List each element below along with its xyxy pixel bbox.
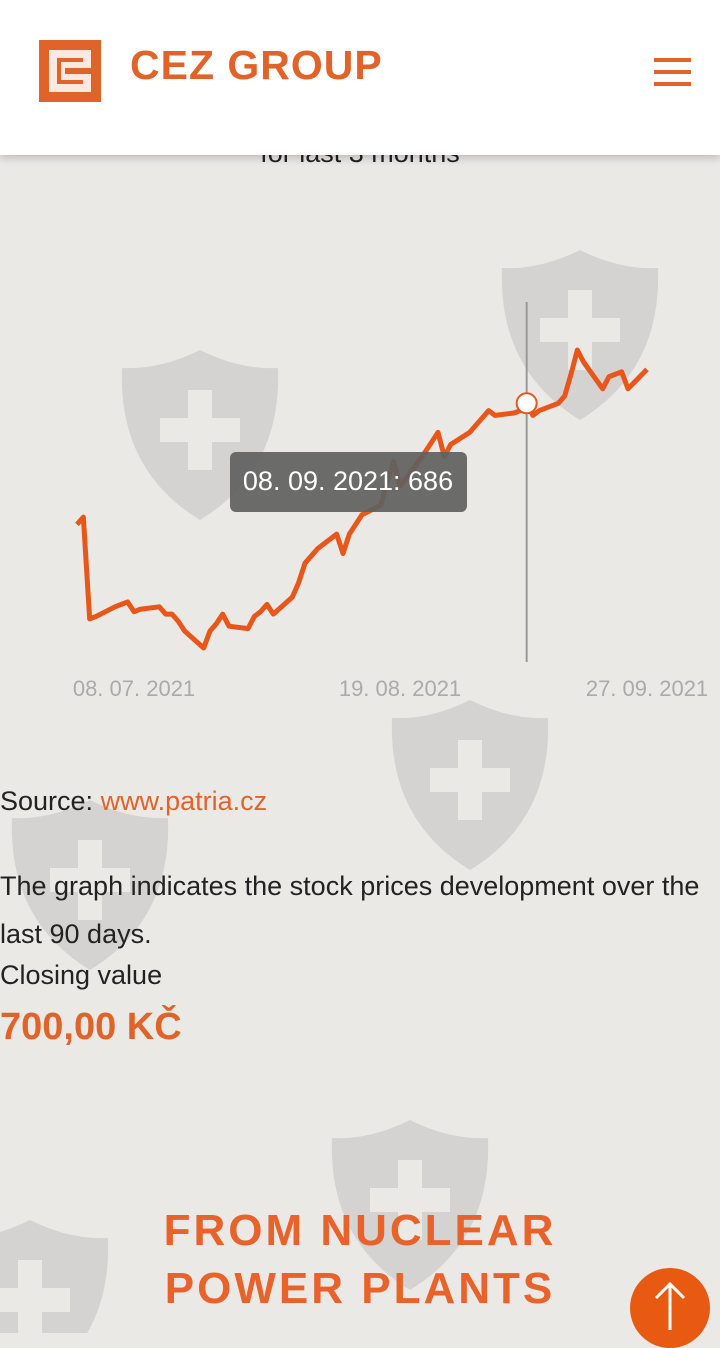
closing-value: 700,00 KČ: [0, 1006, 182, 1048]
closing-label: Closing value: [0, 960, 163, 990]
scroll-top-button[interactable]: [630, 1268, 710, 1348]
source-label: Source:: [0, 786, 94, 816]
x-tick-label: 27. 09. 2021: [586, 676, 708, 701]
header: CEZ GROUP: [0, 0, 720, 155]
source-link[interactable]: www.patria.cz: [100, 786, 268, 816]
tooltip: 08. 09. 2021: 686: [243, 466, 453, 496]
menu-button[interactable]: [654, 56, 694, 90]
description: The graph indicates the stock prices dev…: [0, 871, 700, 949]
x-tick-label: 19. 08. 2021: [339, 676, 461, 701]
source: Source: www.patria.cz: [0, 786, 267, 817]
section-heading: FROM NUCLEAR POWER PLANTS: [163, 1206, 557, 1313]
brand[interactable]: CEZ GROUP: [130, 42, 383, 88]
logo[interactable]: [39, 40, 101, 102]
tooltip-box: [230, 452, 467, 512]
x-tick-label: 08. 07. 2021: [73, 676, 195, 701]
hover-point: [515, 392, 538, 415]
price-line: [75, 347, 649, 651]
